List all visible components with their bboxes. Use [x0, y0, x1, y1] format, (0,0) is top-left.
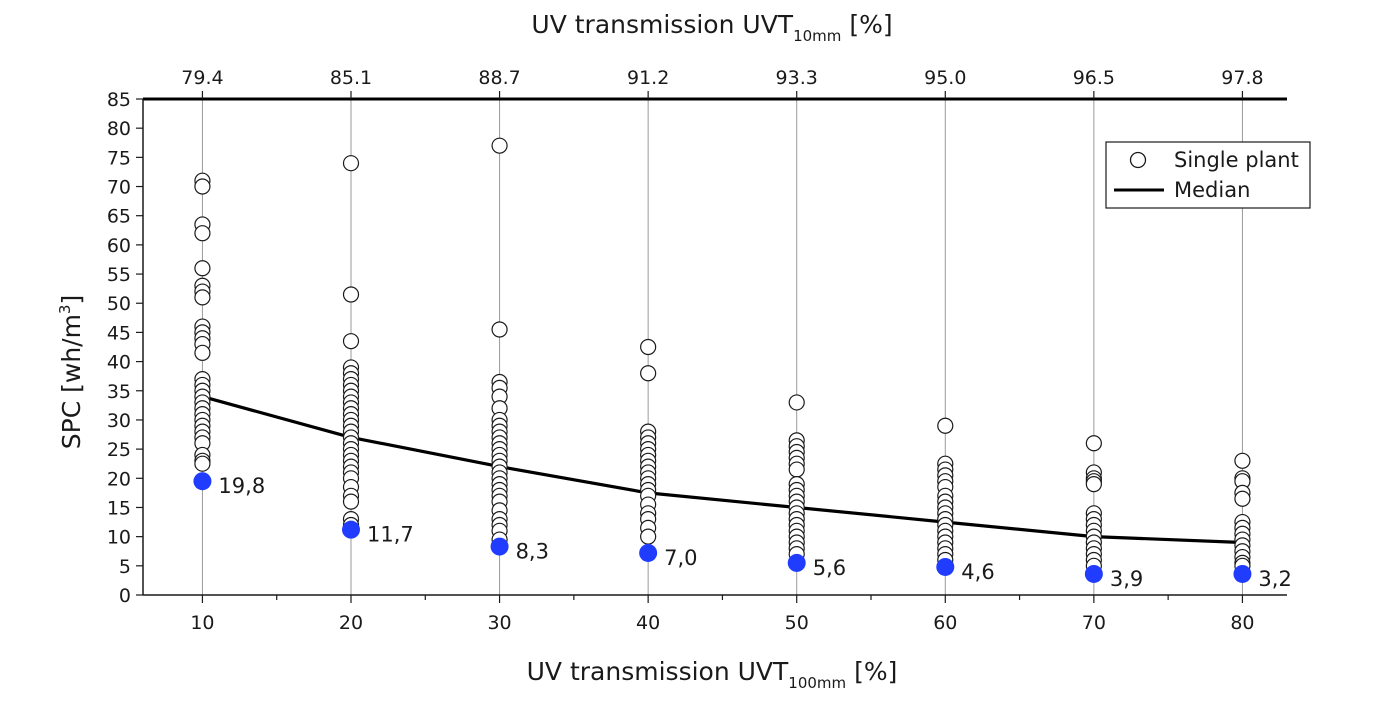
single-plant-series [194, 137, 1251, 574]
y-tick-label-80: 80 [107, 118, 131, 140]
single-plant-point-107 [788, 461, 805, 478]
blue-point-80 [1233, 564, 1252, 583]
top-tick-label-97.8: 97.8 [1221, 67, 1263, 89]
y-tick-label-75: 75 [107, 147, 131, 169]
single-plant-point-82 [640, 338, 657, 356]
blue-point-label-20: 11,7 [367, 523, 414, 547]
single-plant-point-100 [640, 528, 657, 545]
single-plant-point-53 [342, 493, 360, 510]
axes: 0 5 10 15 20 25 30 35 40 45 50 55 60 65 70 75 80 85 10 20 30… [107, 67, 1287, 634]
y-tick-label-65: 65 [107, 206, 131, 228]
single-plant-point-143 [1085, 476, 1102, 493]
single-plant-point-3 [194, 225, 211, 242]
y-tick-label-30: 30 [107, 410, 131, 432]
blue-point-series: 19,8 11,7 8,3 7,0 5,6 4,6 3,9 3,2 [193, 472, 1292, 591]
single-plant-point-56 [491, 137, 508, 154]
single-plant-point-121 [937, 417, 954, 434]
blue-point-10 [193, 472, 212, 491]
legend: Single plant Median [1105, 141, 1311, 209]
x-tick-label-40: 40 [636, 612, 660, 634]
blue-point-70 [1084, 564, 1103, 583]
single-plant-point-27 [194, 455, 211, 472]
single-plant-point-29 [342, 286, 360, 303]
x-tick-label-70: 70 [1082, 612, 1106, 634]
legend-median-label: Median [1174, 178, 1250, 202]
bottom-axis-title-subscript: 100mm [788, 674, 846, 692]
single-plant-point-101 [788, 394, 805, 411]
x-tick-label-80: 80 [1230, 612, 1254, 634]
single-plant-point-4 [194, 260, 211, 277]
top-tick-label-79.4: 79.4 [181, 67, 223, 89]
y-tick-label-20: 20 [107, 468, 131, 490]
blue-point-label-70: 3,9 [1110, 567, 1143, 591]
y-tick-label-40: 40 [107, 352, 131, 374]
x-tick-label-60: 60 [933, 612, 957, 634]
blue-point-label-80: 3,2 [1258, 567, 1291, 591]
y-tick-label-45: 45 [107, 322, 131, 344]
single-plant-point-57 [491, 321, 508, 338]
y-tick-label-0: 0 [119, 585, 131, 607]
top-axis-title-subscript: 10mm [793, 27, 841, 45]
single-plant-point-28 [342, 155, 360, 172]
single-plant-point-158 [1234, 490, 1251, 507]
single-plant-point-154 [1234, 452, 1251, 469]
bottom-axis-title: UV transmission UVT100mm [%] [527, 657, 898, 692]
x-tick-label-20: 20 [339, 612, 363, 634]
blue-point-60 [936, 557, 955, 576]
top-tick-label-88.7: 88.7 [478, 67, 520, 89]
single-plant-point-139 [1085, 435, 1102, 452]
legend-single-plant-marker [1129, 151, 1147, 169]
y-tick-label-25: 25 [107, 439, 131, 461]
legend-single-plant-label: Single plant [1174, 148, 1299, 172]
single-plant-point-7 [194, 289, 211, 306]
x-tick-label-30: 30 [487, 612, 511, 634]
y-tick-label-5: 5 [119, 556, 131, 578]
single-plant-point-12 [194, 344, 211, 361]
top-tick-label-93.3: 93.3 [776, 67, 818, 89]
y-tick-label-50: 50 [107, 293, 131, 315]
top-tick-label-96.5: 96.5 [1073, 67, 1115, 89]
y-tick-label-15: 15 [107, 497, 131, 519]
top-tick-label-91.2: 91.2 [627, 67, 669, 89]
blue-point-50 [787, 553, 806, 572]
top-tick-label-85.1: 85.1 [330, 67, 372, 89]
blue-point-label-40: 7,0 [664, 546, 697, 570]
y-tick-label-60: 60 [107, 235, 131, 257]
top-axis-title: UV transmission UVT10mm [%] [531, 10, 892, 45]
top-tick-label-95.0: 95.0 [924, 67, 966, 89]
blue-point-label-50: 5,6 [813, 556, 846, 580]
y-tick-label-10: 10 [107, 527, 131, 549]
single-plant-point-1 [194, 178, 211, 195]
y-tick-label-55: 55 [107, 264, 131, 286]
blue-point-20 [342, 520, 360, 539]
blue-point-30 [490, 537, 509, 556]
blue-point-label-30: 8,3 [516, 540, 549, 564]
blue-point-label-60: 4,6 [961, 560, 994, 584]
y-tick-label-85: 85 [107, 89, 131, 111]
single-plant-point-30 [342, 333, 360, 350]
gridlines [201, 99, 1243, 595]
single-plant-point-83 [640, 365, 657, 382]
blue-point-label-10: 19,8 [218, 474, 265, 498]
x-tick-label-50: 50 [785, 612, 809, 634]
y-tick-label-70: 70 [107, 177, 131, 199]
y-axis-title: SPC [wh/m3] [56, 295, 86, 449]
x-tick-label-10: 10 [190, 612, 214, 634]
median-series [201, 395, 1243, 545]
y-tick-label-35: 35 [107, 381, 131, 403]
y-axis-title-superscript: 3 [56, 305, 74, 315]
median-line [201, 395, 1243, 545]
blue-point-40 [639, 543, 658, 562]
